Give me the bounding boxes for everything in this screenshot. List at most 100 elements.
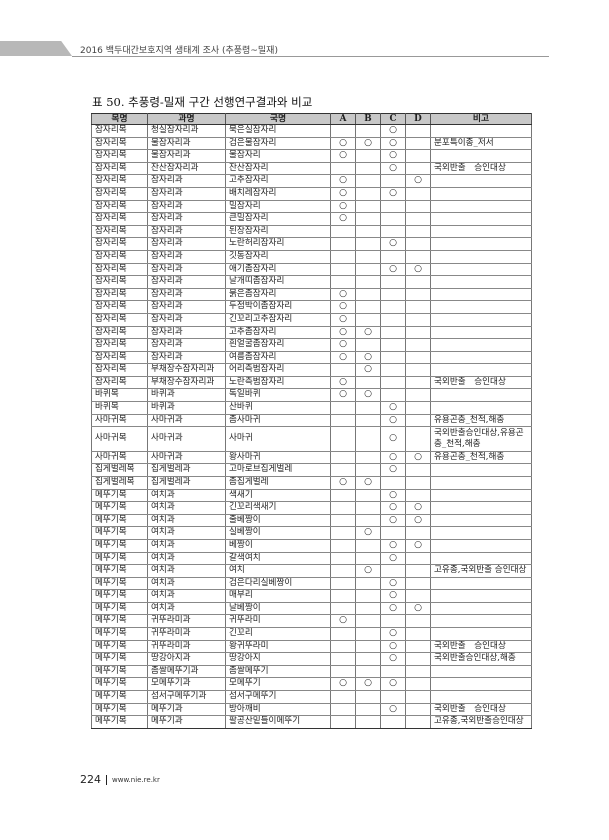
cell-c: ○ (380, 426, 406, 452)
cell-family: 잠자리과 (147, 225, 226, 239)
cell-c (380, 200, 406, 214)
cell-korean-name: 사마귀 (225, 426, 331, 452)
cell-remarks (430, 388, 532, 403)
cell-d (405, 212, 431, 226)
cell-korean-name: 땅강아지 (225, 652, 331, 666)
table-row: 메뚜기목 여치과 긴꼬리색새기 ○ ○ (91, 501, 532, 515)
table-row: 잠자리목 잔산잠자리과 잔산잠자리 ○ 국외반출 승인대상 (91, 162, 532, 176)
footer-divider (106, 775, 107, 785)
table-row: 잠자리목 잠자리과 밀잠자리 ○ (91, 200, 532, 214)
cell-remarks: 유용곤충_천적,해충 (430, 414, 532, 428)
cell-b (355, 200, 381, 214)
cell-remarks: 국외반출승인대상,해충 (430, 652, 532, 666)
cell-remarks: 국외반출 승인대상 (430, 162, 532, 176)
cell-remarks (430, 627, 532, 641)
table-row: 메뚜기목 귀뚜라미과 귀뚜라미 ○ (91, 614, 532, 629)
cell-b (355, 250, 381, 264)
cell-b (355, 162, 381, 176)
cell-korean-name: 배치레잠자리 (225, 187, 331, 201)
table-row: 메뚜기목 여치과 날베짱이 ○ ○ (91, 602, 532, 616)
cell-korean-name: 잔산잠자리 (225, 162, 331, 176)
cell-a (330, 514, 356, 528)
cell-family: 잠자리과 (147, 275, 226, 289)
cell-d (405, 577, 431, 591)
cell-a: ○ (330, 149, 356, 163)
cell-remarks: 국외반출 승인대상 (430, 376, 532, 390)
cell-order: 바퀴목 (91, 401, 148, 415)
cell-korean-name: 좀쌀메뚜기 (225, 665, 331, 679)
cell-a (330, 237, 356, 251)
cell-korean-name: 매부리 (225, 589, 331, 603)
table-row: 잠자리목 잠자리과 된장잠자리 (91, 225, 532, 239)
cell-korean-name: 좀사마귀 (225, 414, 331, 428)
cell-order: 사마귀목 (91, 414, 148, 428)
table-row: 잠자리목 부채장수잠자리과 어리측범잠자리 ○ (91, 363, 532, 377)
cell-d (405, 715, 431, 729)
cell-b: ○ (355, 363, 381, 377)
cell-b (355, 614, 381, 629)
col-c: C (380, 113, 406, 125)
cell-korean-name: 큰밀잠자리 (225, 212, 331, 226)
table-row: 메뚜기목 여치과 실베짱이 ○ (91, 526, 532, 540)
cell-d (405, 149, 431, 163)
cell-a (330, 124, 356, 138)
cell-remarks (430, 338, 532, 352)
cell-korean-name: 노란허리잠자리 (225, 237, 331, 251)
cell-remarks (430, 288, 532, 302)
cell-b (355, 288, 381, 302)
cell-family: 잠자리과 (147, 338, 226, 352)
cell-family: 여치과 (147, 514, 226, 528)
cell-c (380, 363, 406, 377)
cell-korean-name: 독일바퀴 (225, 388, 331, 403)
cell-family: 사마귀과 (147, 451, 226, 465)
cell-c (380, 376, 406, 390)
cell-a: ○ (330, 288, 356, 302)
cell-korean-name: 밀잠자리 (225, 200, 331, 214)
cell-a (330, 703, 356, 717)
footer-url: www.nie.re.kr (112, 776, 160, 784)
cell-b (355, 501, 381, 515)
cell-order: 메뚜기목 (91, 526, 148, 540)
cell-order: 메뚜기목 (91, 577, 148, 591)
cell-d (405, 326, 431, 340)
cell-remarks (430, 174, 532, 188)
col-order: 목명 (91, 113, 148, 125)
cell-korean-name: 여치 (225, 564, 331, 578)
cell-family: 잠자리과 (147, 326, 226, 340)
cell-a: ○ (330, 388, 356, 403)
cell-family: 귀뚜라미과 (147, 640, 226, 654)
cell-a: ○ (330, 313, 356, 327)
page-number: 224 (80, 773, 101, 786)
cell-a: ○ (330, 614, 356, 629)
cell-order: 메뚜기목 (91, 627, 148, 641)
table-row: 잠자리목 청실잠자리과 묵은실잠자리 ○ (91, 124, 532, 138)
cell-a: ○ (330, 376, 356, 390)
table-row: 잠자리목 잠자리과 애기좀잠자리 ○ ○ (91, 263, 532, 277)
cell-a: ○ (330, 174, 356, 188)
cell-d (405, 652, 431, 666)
cell-c (380, 665, 406, 679)
cell-c: ○ (380, 539, 406, 553)
cell-order: 잠자리목 (91, 288, 148, 302)
cell-c: ○ (380, 589, 406, 603)
cell-korean-name: 갈색여치 (225, 552, 331, 566)
cell-order: 사마귀목 (91, 426, 148, 452)
cell-family: 집게벌레과 (147, 476, 226, 490)
cell-korean-name: 산바퀴 (225, 401, 331, 415)
cell-order: 잠자리목 (91, 250, 148, 264)
cell-remarks (430, 237, 532, 251)
cell-remarks (430, 489, 532, 503)
cell-family: 메뚜기과 (147, 715, 226, 729)
table-row: 사마귀목 사마귀과 좀사마귀 ○ 유용곤충_천적,해충 (91, 414, 532, 428)
table-row: 메뚜기목 좀쌀메뚜기과 좀쌀메뚜기 (91, 665, 532, 679)
cell-c: ○ (380, 677, 406, 692)
cell-remarks (430, 501, 532, 515)
cell-remarks (430, 225, 532, 239)
cell-a (330, 426, 356, 452)
cell-korean-name: 모메뚜기 (225, 677, 331, 692)
cell-b (355, 514, 381, 528)
cell-d: ○ (405, 539, 431, 553)
cell-remarks (430, 250, 532, 264)
cell-family: 귀뚜라미과 (147, 627, 226, 641)
cell-family: 모메뚜기과 (147, 677, 226, 692)
